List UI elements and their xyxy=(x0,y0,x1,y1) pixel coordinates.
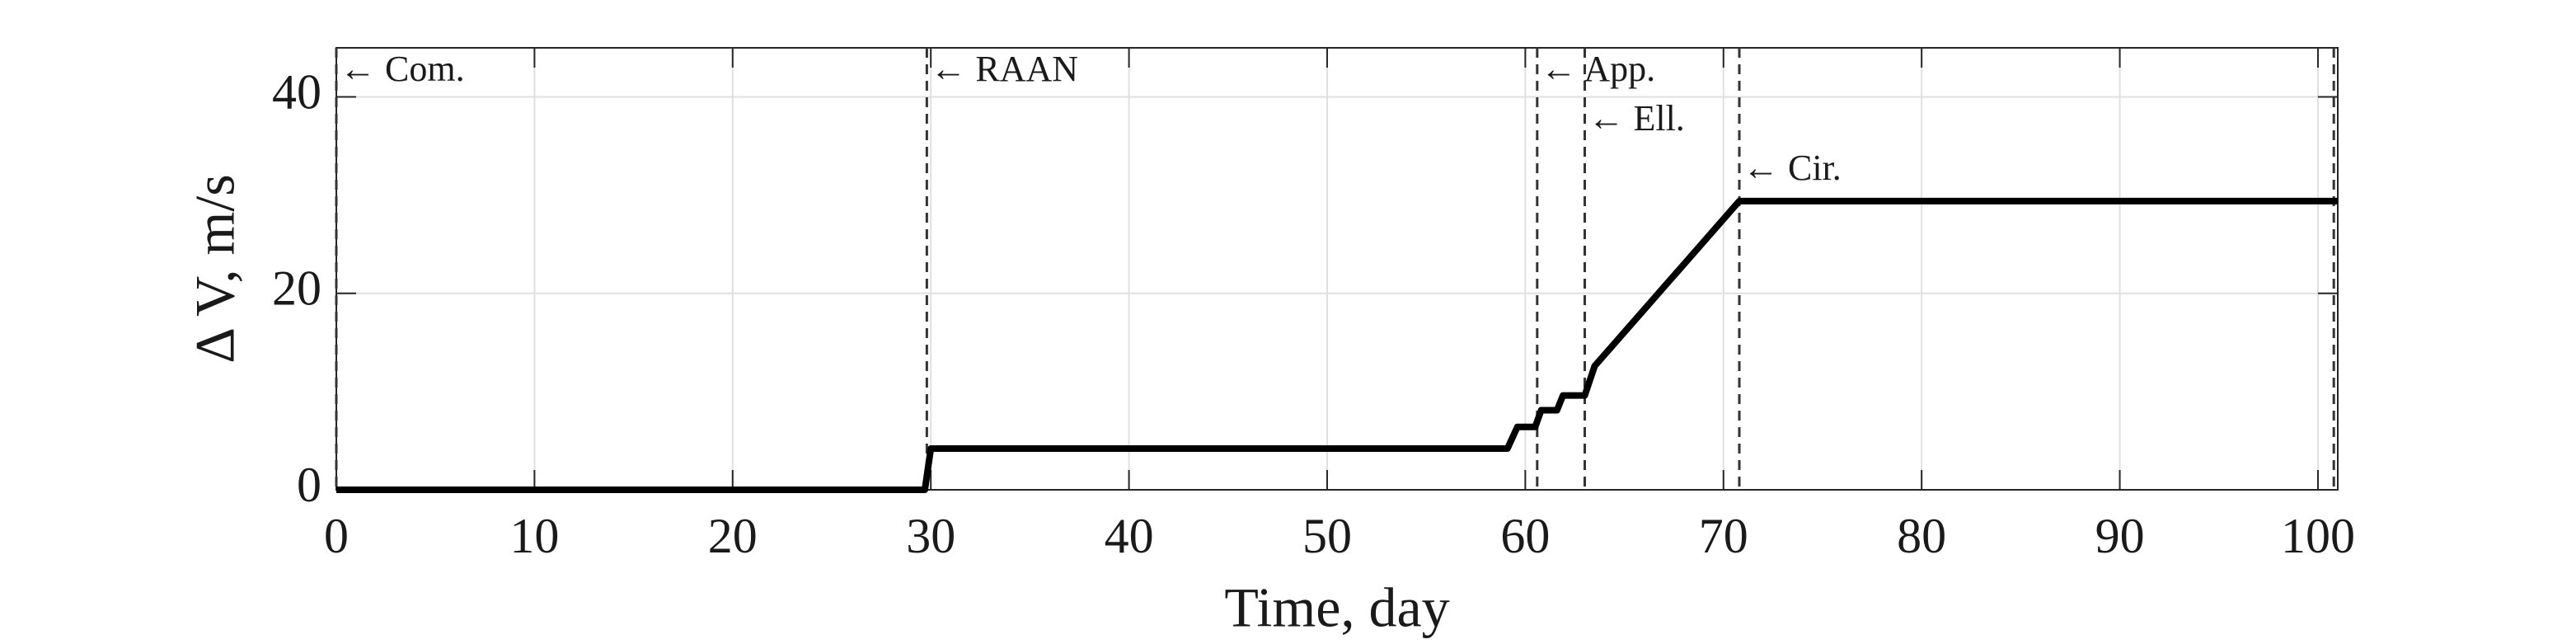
y-tick-label: 20 xyxy=(272,261,321,316)
data-line xyxy=(336,197,2338,493)
x-tick-label: 70 xyxy=(1699,509,1748,563)
x-tick-label: 20 xyxy=(708,509,758,563)
x-tick-label: 90 xyxy=(2095,509,2145,563)
plot-frame xyxy=(335,47,2339,491)
y-tick-label: 40 xyxy=(272,64,321,119)
event-label: ← Cir. xyxy=(1743,148,1842,188)
x-tick-label: 10 xyxy=(509,509,559,563)
x-tick-label: 80 xyxy=(1897,509,1946,563)
x-tick-label: 50 xyxy=(1302,509,1352,563)
x-tick-label: 30 xyxy=(906,509,955,563)
x-tick-label: 100 xyxy=(2281,509,2355,563)
x-tick-label: 40 xyxy=(1105,509,1154,563)
x-tick-label: 0 xyxy=(324,509,349,563)
event-label: ← Ell. xyxy=(1588,98,1684,139)
event-label: ← RAAN xyxy=(930,49,1078,89)
y-tick-label: 0 xyxy=(297,458,321,512)
x-axis-label: Time, day xyxy=(1224,576,1449,639)
x-tick-label: 60 xyxy=(1500,509,1550,563)
event-label: ← App. xyxy=(1541,49,1655,89)
y-axis-label: Δ V, m/s xyxy=(184,174,246,364)
event-label: ← Com. xyxy=(340,49,465,89)
